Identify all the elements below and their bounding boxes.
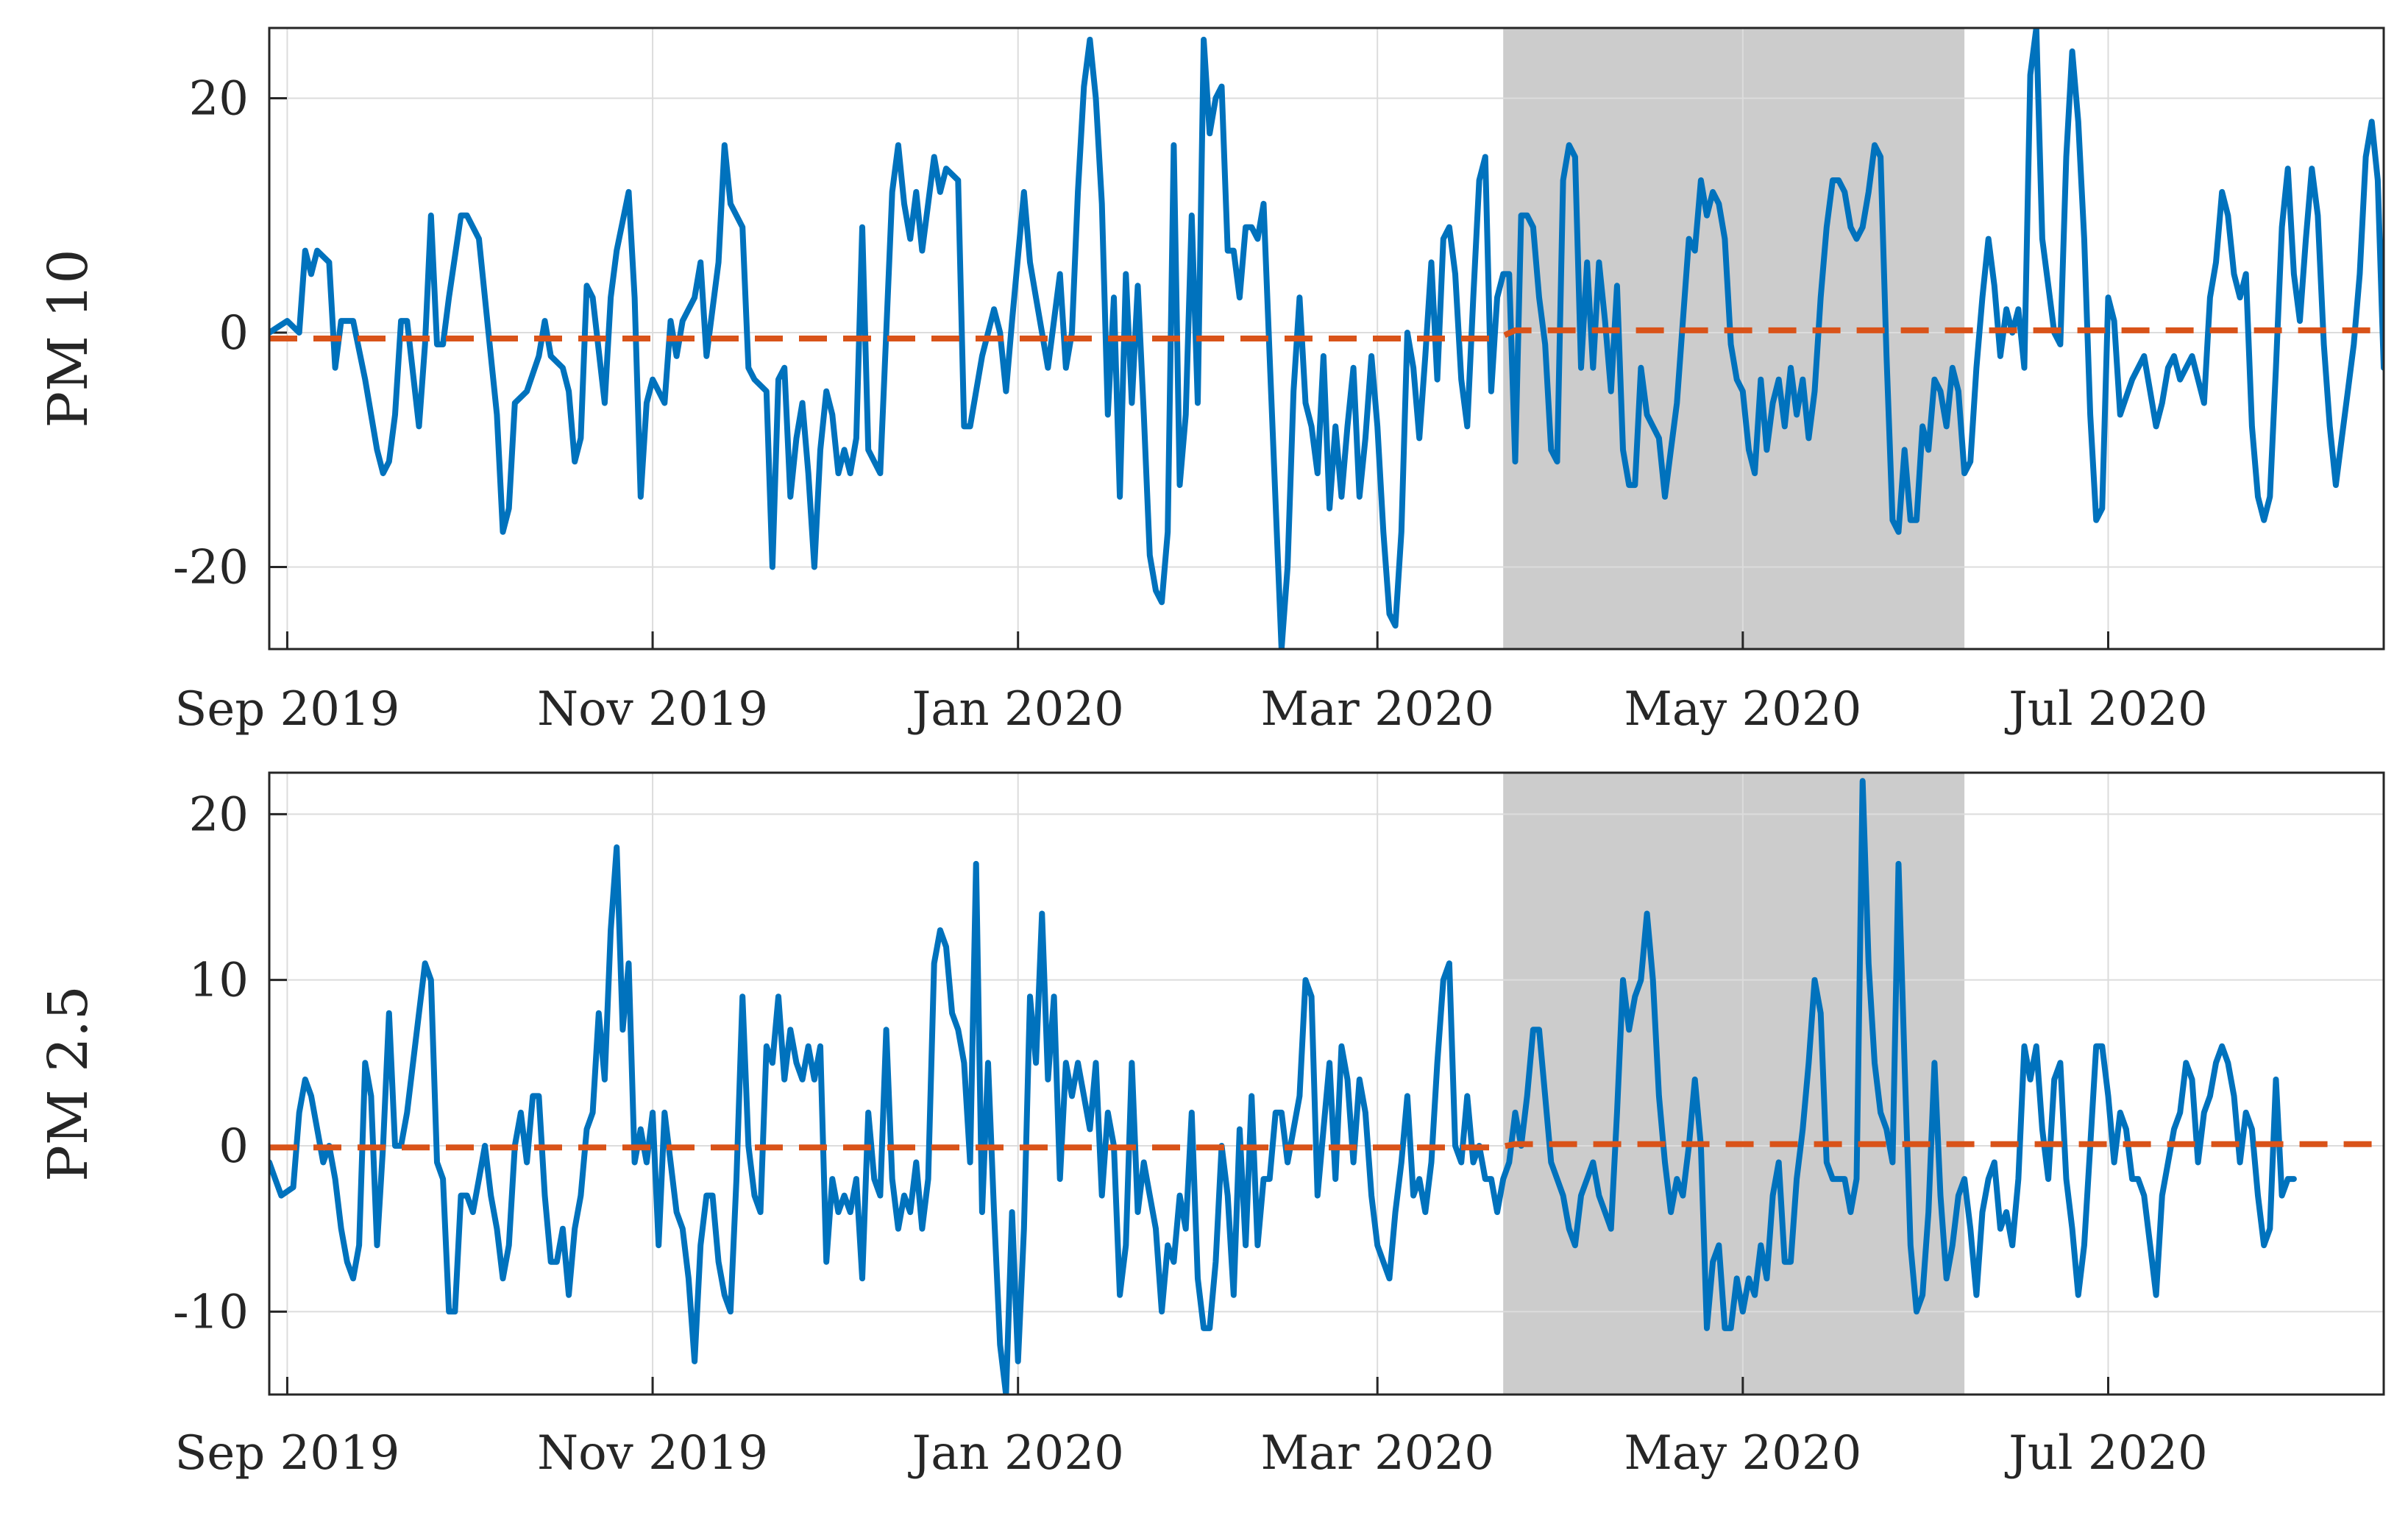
chart-panel-1: Sep 2019 Nov 2019 Jan 2020 Mar 2020 May 2020… — [37, 26, 2385, 737]
x-tick-label: Nov 2019 — [537, 1426, 768, 1481]
x-tick-label: Jan 2020 — [908, 682, 1124, 737]
shaded-region — [1503, 28, 1965, 649]
y-tick-label: -20 — [173, 541, 249, 595]
x-tick-label: Mar 2020 — [1260, 1426, 1494, 1481]
x-tick-label: May 2020 — [1624, 1426, 1861, 1481]
baseline-dashed-line — [269, 327, 2384, 341]
chart-panel-2: Sep 2019 Nov 2019 Jan 2020 Mar 2020 May 2020… — [37, 771, 2385, 1481]
y-tick-label: 0 — [219, 1119, 249, 1174]
y-tick-label: 0 — [219, 306, 249, 361]
x-tick-label: Jul 2020 — [2004, 1426, 2208, 1481]
y-tick-label: -10 — [173, 1285, 249, 1339]
x-tick-label: Nov 2019 — [537, 682, 768, 737]
x-tick-label: Jan 2020 — [908, 1426, 1124, 1481]
x-tick-label: Mar 2020 — [1260, 682, 1494, 737]
x-tick-label: Sep 2019 — [174, 682, 399, 737]
baseline-dashed-line — [269, 1141, 2384, 1151]
y-tick-label: 20 — [189, 72, 249, 127]
axes-frame — [268, 26, 2385, 651]
y-axis-label: PM 10 — [37, 249, 100, 428]
y-tick-label: 20 — [189, 787, 249, 842]
x-tick-label: Sep 2019 — [174, 1426, 399, 1481]
x-tick-label: May 2020 — [1624, 682, 1861, 737]
y-axis-label: PM 2.5 — [37, 985, 100, 1182]
axes-frame — [268, 771, 2385, 1396]
y-tick-label: 10 — [189, 954, 249, 1008]
x-tick-label: Jul 2020 — [2004, 682, 2208, 737]
